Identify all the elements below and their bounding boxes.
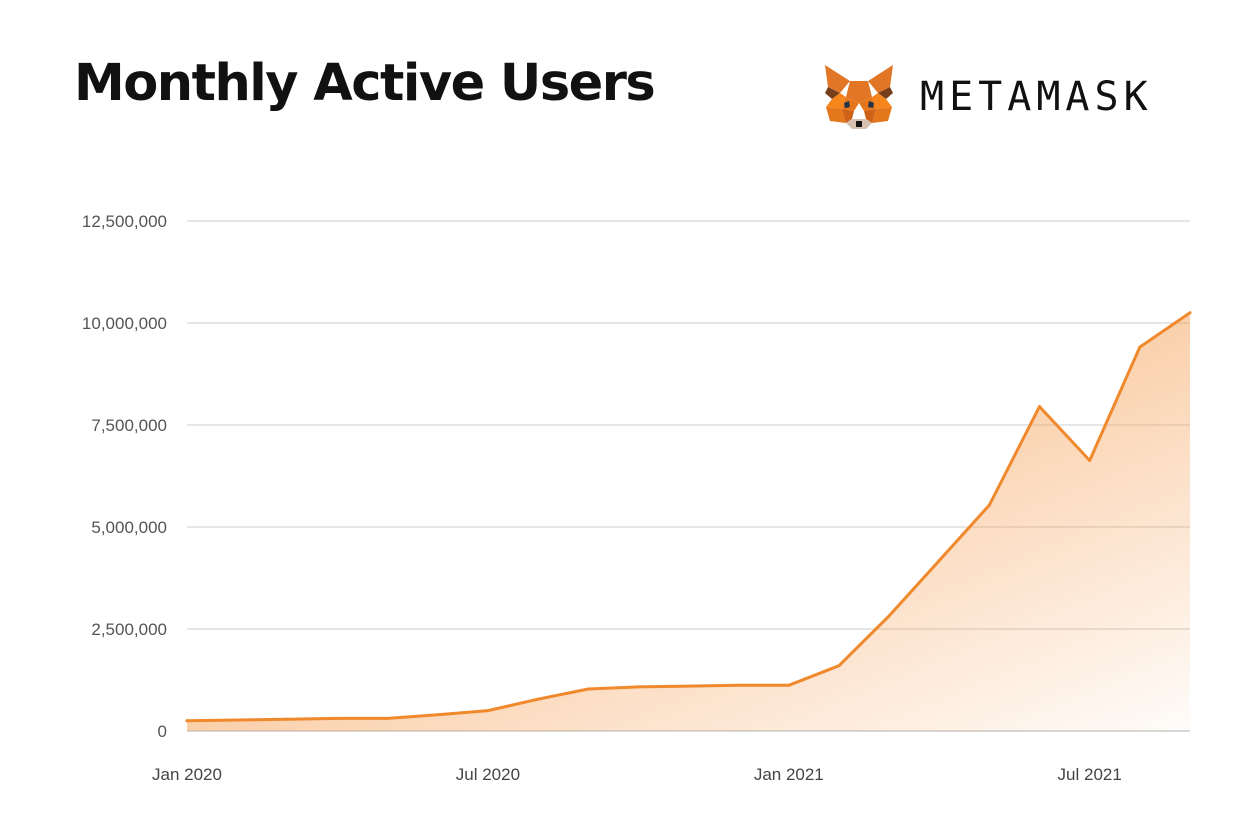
data-point [1138, 345, 1142, 349]
data-point [586, 687, 590, 691]
data-point [987, 503, 991, 507]
data-point [787, 683, 791, 687]
brand-wordmark: METAMASK [920, 74, 1153, 120]
x-tick-label: Jul 2021 [1058, 765, 1122, 784]
data-point [636, 685, 640, 689]
series-area [187, 312, 1190, 731]
data-point [436, 713, 440, 717]
x-tick-label: Jan 2021 [754, 765, 824, 784]
brand-logo: METAMASK [822, 62, 1153, 132]
y-tick-label: 2,500,000 [91, 620, 167, 639]
data-point [687, 684, 690, 688]
y-tick-label: 0 [158, 722, 167, 741]
data-point [737, 683, 741, 687]
data-point [837, 664, 841, 668]
chart-title: Monthly Active Users [74, 54, 656, 113]
y-tick-label: 7,500,000 [91, 416, 167, 435]
y-tick-label: 10,000,000 [82, 314, 167, 333]
data-point [486, 709, 490, 713]
data-point [285, 717, 289, 721]
data-point [335, 716, 339, 720]
y-axis-ticks: 0 2,500,000 5,000,000 7,500,000 10,000,000 12… [82, 212, 167, 741]
x-tick-label: Jul 2020 [456, 765, 520, 784]
x-tick-label: Jan 2020 [152, 765, 222, 784]
data-point [1088, 458, 1092, 462]
data-point [937, 558, 941, 562]
data-point [1038, 405, 1042, 409]
y-tick-label: 5,000,000 [91, 518, 167, 537]
data-point [536, 697, 540, 701]
data-point [887, 614, 891, 618]
data-point [185, 719, 189, 723]
metamask-fox-icon [825, 65, 893, 129]
y-tick-label: 12,500,000 [82, 212, 167, 231]
data-point [235, 718, 239, 722]
data-points [185, 311, 1192, 723]
x-axis-ticks: Jan 2020 Jul 2020 Jan 2021 Jul 2021 [152, 765, 1122, 784]
data-point [386, 716, 390, 720]
data-point [1188, 311, 1192, 315]
